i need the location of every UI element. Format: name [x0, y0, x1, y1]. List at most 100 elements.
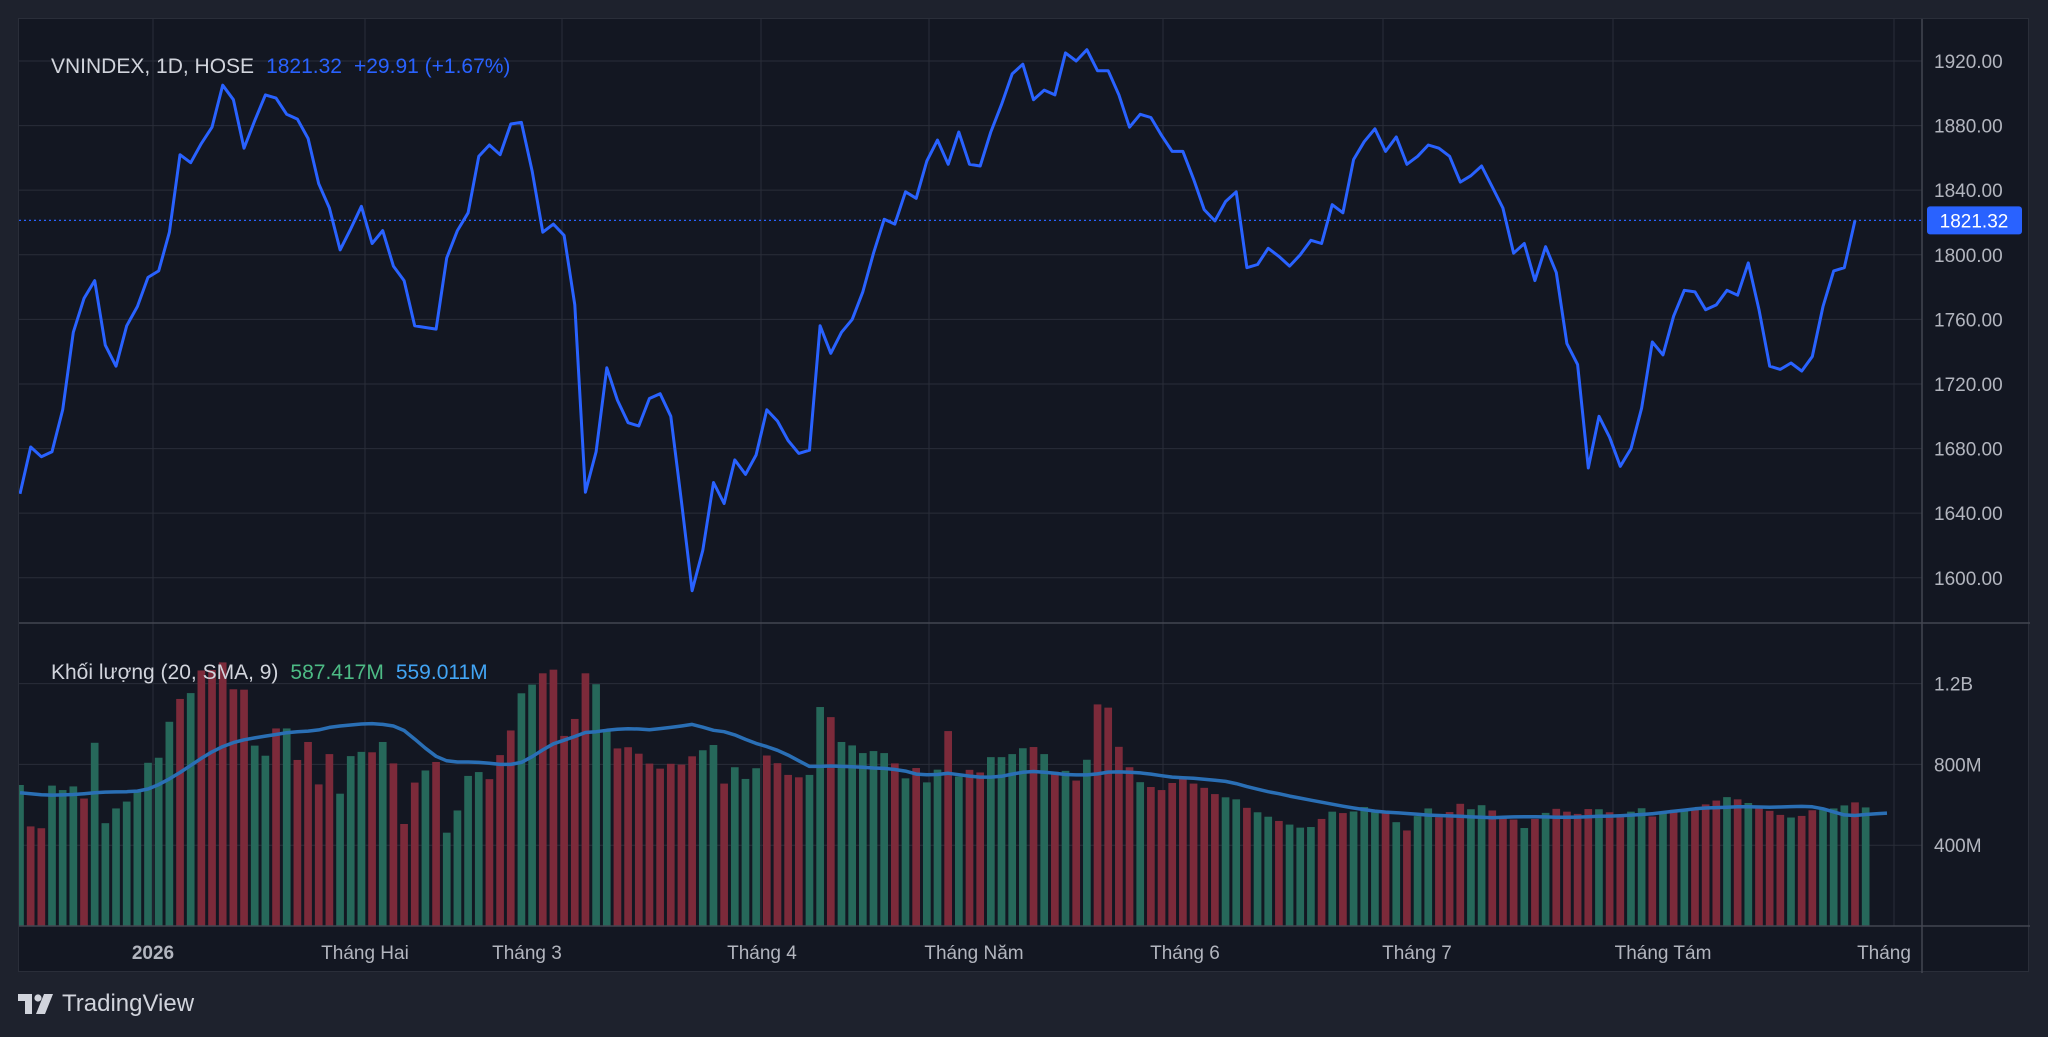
volume-bar: [80, 798, 88, 926]
brand-name: TradingView: [62, 990, 195, 1017]
volume-bar: [1008, 754, 1017, 926]
volume-bar: [293, 759, 302, 926]
price-change: +29.91 (+1.67%): [353, 55, 511, 78]
price-axis-tick-label: 1680.00: [1934, 440, 2003, 461]
tradingview-logo[interactable]: TradingView: [18, 990, 194, 1018]
symbol-label[interactable]: VNINDEX, 1D, HOSE: [51, 55, 255, 78]
volume-bar: [944, 731, 953, 926]
volume-bar: [1115, 746, 1123, 926]
chart-canvas[interactable]: 1920.00 1880.00 1840.00 1800.00 1760.00 1720.…: [19, 19, 2030, 973]
volume-bar: [90, 742, 99, 926]
volume-bar: [1584, 809, 1593, 926]
volume-bars: [19, 662, 1870, 926]
volume-bar: [1253, 812, 1262, 926]
volume-bar: [389, 763, 398, 926]
price-axis-tick-label: 1800.00: [1934, 246, 2003, 267]
volume-bar: [1851, 802, 1859, 926]
volume-bar: [549, 669, 558, 926]
volume-bar: [325, 754, 334, 926]
volume-bar: [1413, 816, 1422, 926]
time-axis-label: Tháng Năm: [924, 943, 1023, 964]
volume-bar: [570, 718, 579, 926]
axes: 1920.00 1880.00 1840.00 1800.00 1760.00 1720.…: [19, 19, 2030, 973]
volume-bar: [1445, 812, 1454, 926]
volume-bar: [1328, 811, 1337, 926]
volume-bar: [933, 769, 942, 926]
volume-bar: [154, 757, 163, 926]
price-axis-tick-label: 1920.00: [1934, 52, 2003, 73]
volume-bar: [1157, 790, 1166, 926]
volume-bar: [794, 777, 803, 926]
volume-bar: [1861, 807, 1870, 926]
volume-bar: [1285, 824, 1294, 926]
volume-indicator-label[interactable]: Khối lượng (20, SMA, 9): [51, 661, 279, 684]
price-line-layer: [19, 48, 1922, 593]
volume-bar: [1520, 828, 1529, 926]
volume-bar: [453, 810, 462, 926]
volume-legend[interactable]: Khối lượng (20, SMA, 9) 587.417M 559.011…: [51, 661, 488, 685]
volume-bar: [1371, 812, 1379, 926]
volume-bar: [613, 748, 622, 926]
volume-bar: [1179, 777, 1187, 926]
volume-sma-line: [19, 721, 1888, 820]
volume-bar: [1349, 811, 1358, 926]
volume-bar: [1040, 754, 1049, 926]
volume-bar: [165, 721, 174, 926]
main-legend[interactable]: VNINDEX, 1D, HOSE 1821.32 +29.91 (+1.67%…: [51, 55, 510, 79]
price-axis-tick-label: 1840.00: [1934, 181, 2003, 202]
chart-panel[interactable]: 1920.00 1880.00 1840.00 1800.00 1760.00 1720.…: [18, 18, 2030, 973]
volume-bar: [1701, 804, 1710, 926]
volume-bar: [581, 673, 590, 926]
volume-bar: [1637, 808, 1646, 926]
volume-bar: [1829, 808, 1838, 926]
volume-bar: [1712, 800, 1721, 926]
volume-bar: [314, 784, 323, 926]
volume-bar: [1477, 805, 1486, 926]
volume-bar: [538, 673, 547, 926]
volume-bar: [506, 730, 515, 926]
volume-bar: [197, 670, 206, 926]
volume-bar: [304, 741, 312, 926]
volume-bar: [1467, 809, 1475, 926]
volume-bar: [133, 791, 142, 926]
volume-bar: [421, 770, 430, 926]
volume-bar: [1787, 817, 1795, 926]
time-axis-label: Tháng Tám: [1615, 943, 1712, 964]
volume-bar: [858, 753, 867, 926]
volume-bar: [762, 755, 771, 926]
volume-bar: [1189, 783, 1198, 926]
volume-bar: [1093, 704, 1102, 926]
volume-bar: [1083, 759, 1091, 926]
volume-sma-value: 559.011M: [395, 661, 488, 684]
volume-bar: [368, 752, 376, 926]
volume-bar: [1755, 807, 1763, 926]
volume-bar: [1424, 808, 1433, 926]
volume-axis-tick-label: 400M: [1934, 836, 1982, 857]
volume-bar: [346, 756, 355, 926]
volume-bar: [1531, 818, 1539, 926]
volume-bar: [1221, 797, 1230, 926]
volume-bar: [378, 741, 387, 926]
volume-bar: [517, 693, 526, 926]
volume-bar: [1296, 827, 1305, 926]
volume-bar: [698, 750, 707, 926]
volume-bar: [1499, 817, 1507, 926]
volume-bar: [730, 767, 739, 926]
volume-bar: [869, 751, 878, 926]
volume-bar: [1051, 771, 1059, 926]
volume-bar: [442, 832, 451, 926]
volume-bar: [1509, 819, 1518, 926]
volume-bar: [1317, 818, 1326, 926]
volume-bar: [784, 774, 792, 926]
volume-bar: [37, 828, 46, 926]
volume-bar: [357, 751, 366, 926]
volume-bar: [1541, 812, 1550, 926]
volume-bar: [528, 684, 536, 926]
volume-bar: [677, 764, 686, 926]
volume-bar: [1200, 787, 1209, 926]
volume-bar: [218, 662, 227, 926]
volume-bar: [912, 768, 921, 926]
volume-bar: [880, 753, 888, 926]
volume-bar: [474, 772, 483, 926]
volume-bar: [272, 728, 280, 926]
